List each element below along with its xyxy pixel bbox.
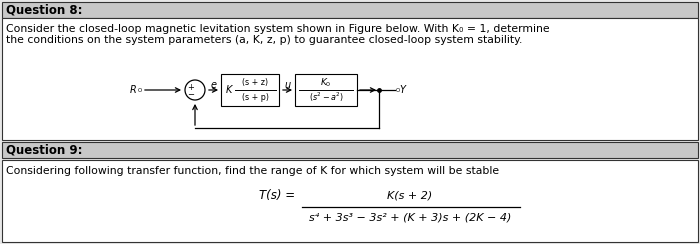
Text: O: O <box>138 88 142 92</box>
Text: u: u <box>284 80 290 90</box>
Bar <box>2 2 698 18</box>
Text: $(s^2-a^2)$: $(s^2-a^2)$ <box>309 90 344 104</box>
Text: O: O <box>396 88 400 92</box>
Text: Question 8:: Question 8: <box>6 3 83 17</box>
Text: Question 9:: Question 9: <box>6 143 83 156</box>
Text: Y: Y <box>399 85 405 95</box>
Text: R: R <box>130 85 136 95</box>
Text: s⁴ + 3s³ − 3s² + (K + 3)s + (2K − 4): s⁴ + 3s³ − 3s² + (K + 3)s + (2K − 4) <box>309 213 511 223</box>
Text: K: K <box>226 85 232 95</box>
Text: K(s + 2): K(s + 2) <box>387 191 433 201</box>
Bar <box>2 18 698 140</box>
Text: (s + z): (s + z) <box>242 79 268 88</box>
Text: Considering following transfer function, find the range of K for which system wi: Considering following transfer function,… <box>6 166 499 176</box>
Text: −: − <box>188 91 195 100</box>
Bar <box>221 74 279 106</box>
Text: (s + p): (s + p) <box>241 92 269 102</box>
Bar <box>2 160 698 242</box>
Text: $K_0$: $K_0$ <box>320 77 332 89</box>
Text: +: + <box>188 82 195 92</box>
Text: Consider the closed-loop magnetic levitation system shown in Figure below. With : Consider the closed-loop magnetic levita… <box>6 24 550 34</box>
Text: e: e <box>211 80 216 90</box>
Bar <box>2 142 698 158</box>
Bar <box>295 74 357 106</box>
Text: T(s) =: T(s) = <box>259 190 295 203</box>
Text: the conditions on the system parameters (a, K, z, p) to guarantee closed-loop sy: the conditions on the system parameters … <box>6 35 522 45</box>
